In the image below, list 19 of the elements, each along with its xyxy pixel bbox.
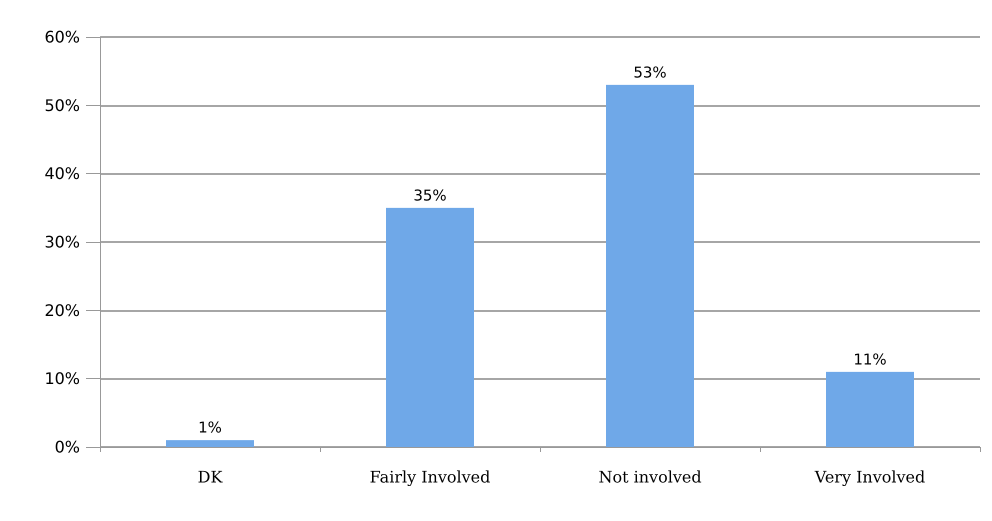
data-label: 11% [853, 350, 887, 368]
y-tick-label: 30% [44, 232, 80, 252]
y-tick-label: 40% [44, 164, 80, 184]
x-tick-label: Not involved [598, 468, 702, 486]
x-tick-label: Fairly Involved [370, 468, 490, 486]
bar [166, 440, 254, 447]
bar [606, 84, 694, 447]
y-tick-label: 0% [54, 438, 80, 456]
data-label: 53% [633, 63, 667, 82]
y-tick-label: 50% [44, 96, 80, 115]
bar [826, 372, 914, 447]
y-tick-label: 20% [44, 300, 80, 320]
x-tick-label: Very Involved [814, 468, 926, 486]
x-tick-label: DK [198, 468, 224, 486]
data-label: 35% [413, 186, 447, 204]
y-tick-label: 10% [44, 369, 80, 388]
y-tick-label: 60% [44, 28, 80, 46]
bar [386, 208, 474, 447]
data-label: 1% [198, 418, 222, 437]
